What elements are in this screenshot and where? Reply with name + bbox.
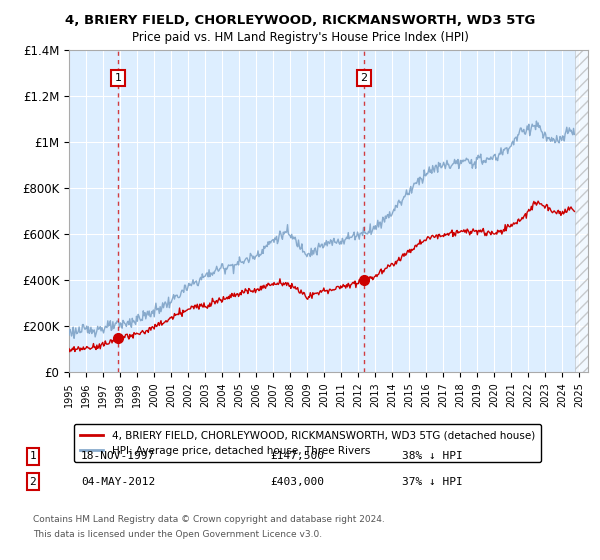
Text: Contains HM Land Registry data © Crown copyright and database right 2024.: Contains HM Land Registry data © Crown c…	[33, 515, 385, 524]
Text: 1: 1	[29, 451, 37, 461]
Bar	[575, 50, 588, 372]
Text: 4, BRIERY FIELD, CHORLEYWOOD, RICKMANSWORTH, WD3 5TG: 4, BRIERY FIELD, CHORLEYWOOD, RICKMANSWO…	[65, 14, 535, 27]
Text: 37% ↓ HPI: 37% ↓ HPI	[402, 477, 463, 487]
Text: 04-MAY-2012: 04-MAY-2012	[81, 477, 155, 487]
Legend: 4, BRIERY FIELD, CHORLEYWOOD, RICKMANSWORTH, WD3 5TG (detached house), HPI: Aver: 4, BRIERY FIELD, CHORLEYWOOD, RICKMANSWO…	[74, 424, 541, 462]
Text: 1: 1	[115, 73, 121, 83]
Text: 2: 2	[29, 477, 37, 487]
Text: This data is licensed under the Open Government Licence v3.0.: This data is licensed under the Open Gov…	[33, 530, 322, 539]
Text: 18-NOV-1997: 18-NOV-1997	[81, 451, 155, 461]
Text: £147,500: £147,500	[270, 451, 324, 461]
Text: £403,000: £403,000	[270, 477, 324, 487]
Text: 2: 2	[361, 73, 368, 83]
Text: 38% ↓ HPI: 38% ↓ HPI	[402, 451, 463, 461]
Text: Price paid vs. HM Land Registry's House Price Index (HPI): Price paid vs. HM Land Registry's House …	[131, 31, 469, 44]
